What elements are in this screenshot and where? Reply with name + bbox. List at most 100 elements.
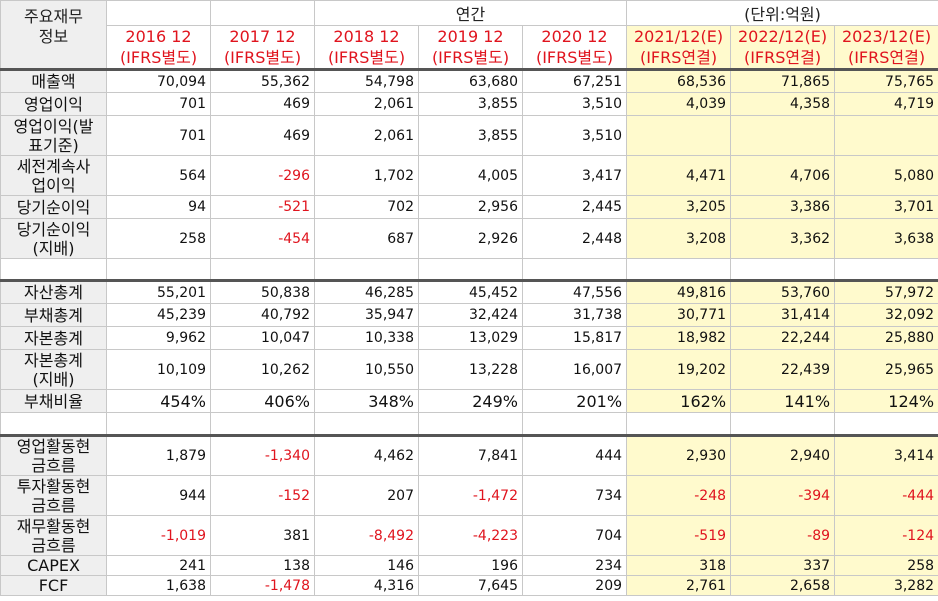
row-label: 투자활동현 금흐름 — [0, 475, 107, 516]
value-cell: 348% — [314, 389, 419, 413]
column-header-period: 2019 12 — [437, 27, 504, 46]
spacer-cell — [314, 258, 419, 281]
value-cell: 22,439 — [730, 349, 836, 390]
table-row: 자본총계 9,962 10,047 10,338 13,029 15,817 18,982 2… — [0, 326, 938, 350]
column-header: 2023/12(E) (IFRS연결) — [834, 25, 938, 71]
value-cell: 4,005 — [418, 155, 523, 196]
value-cell: 35,947 — [314, 303, 419, 327]
value-cell: -152 — [210, 475, 315, 516]
row-label-line: 영업활동현 — [16, 437, 91, 457]
value-cell: 3,208 — [626, 218, 732, 259]
column-header-period: 2023/12(E) — [842, 27, 932, 46]
value-cell: -1,340 — [210, 434, 315, 476]
value-cell: 241 — [106, 555, 211, 576]
row-label-line: 재무활동현 — [16, 516, 91, 536]
value-cell: 234 — [521, 555, 628, 576]
value-cell: 13,029 — [418, 326, 523, 350]
row-label-line: 영업이익(발 — [13, 116, 94, 136]
value-cell: 4,462 — [314, 434, 419, 476]
value-cell: 75,765 — [834, 69, 938, 93]
value-cell: 406% — [210, 389, 315, 413]
header-row-top: 주요재무 정보 연간 (단위:억원) — [0, 0, 938, 71]
row-label: 당기순이익 (지배) — [0, 218, 107, 259]
value-cell: 30,771 — [626, 303, 732, 327]
value-cell: 50,838 — [210, 279, 315, 304]
header-spacer — [106, 0, 211, 26]
row-label: 부채비율 — [0, 389, 107, 413]
table-row: 영업이익(발 표기준) 701 469 2,061 3,855 3,510 — [0, 115, 938, 156]
column-header-period: 2021/12(E) — [634, 27, 724, 46]
row-label-line: 표기준) — [28, 135, 79, 155]
row-label — [0, 412, 107, 436]
value-cell: 4,471 — [626, 155, 732, 196]
value-cell: 2,061 — [314, 115, 419, 156]
value-cell: 704 — [521, 515, 628, 556]
column-header-period: 2017 12 — [229, 27, 296, 46]
value-cell: 337 — [730, 555, 836, 576]
row-label: 매출액 — [0, 69, 107, 93]
value-cell: 10,262 — [210, 349, 315, 390]
value-cell: 3,701 — [834, 195, 938, 219]
value-cell: 4,039 — [626, 92, 732, 116]
value-cell: 94 — [106, 195, 211, 219]
column-header-basis: (IFRS별도) — [223, 48, 302, 67]
table-row: 당기순이익 94 -521 702 2,956 2,445 3,205 3,386 3,701 — [0, 195, 938, 219]
row-label-line: (지배) — [32, 238, 75, 258]
column-header-period: 2018 12 — [333, 27, 400, 46]
row-label: 자본총계 (지배) — [0, 349, 107, 390]
value-cell: -296 — [210, 155, 315, 196]
value-cell: 16,007 — [521, 349, 628, 390]
value-cell: 70,094 — [106, 69, 211, 93]
value-cell: 9,962 — [106, 326, 211, 350]
corner-header: 주요재무 정보 — [0, 0, 107, 71]
corner-header-line: 정보 — [38, 27, 69, 46]
value-cell: 3,282 — [834, 575, 938, 596]
row-label: 재무활동현 금흐름 — [0, 515, 107, 556]
column-header: 2022/12(E) (IFRS연결) — [730, 25, 836, 71]
value-cell: 141% — [730, 389, 836, 413]
table-row: 영업이익 701 469 2,061 3,855 3,510 4,039 4,358 4,719 — [0, 92, 938, 116]
value-cell: 32,092 — [834, 303, 938, 327]
value-cell: 2,658 — [730, 575, 836, 596]
column-header-basis: (IFRS연결) — [847, 48, 926, 67]
table-row: 자본총계 (지배) 10,109 10,262 10,550 13,228 16,007 19… — [0, 349, 938, 390]
annual-group-title: 연간 — [313, 0, 628, 26]
value-cell: -4,223 — [418, 515, 523, 556]
value-cell: 4,719 — [834, 92, 938, 116]
value-cell: 381 — [210, 515, 315, 556]
value-cell: 1,638 — [106, 575, 211, 596]
row-label-line: FCF — [38, 576, 69, 595]
value-cell: 10,047 — [210, 326, 315, 350]
value-cell: 55,201 — [106, 279, 211, 304]
value-cell: 57,972 — [834, 279, 938, 304]
spacer-row — [0, 258, 938, 281]
value-cell: 469 — [210, 92, 315, 116]
spacer-cell — [521, 412, 628, 436]
value-cell: -8,492 — [314, 515, 419, 556]
value-cell: 469 — [210, 115, 315, 156]
value-cell: 207 — [314, 475, 419, 516]
header-spacer — [210, 0, 315, 26]
table-row: 부채총계 45,239 40,792 35,947 32,424 31,738 30,771… — [0, 303, 938, 327]
value-cell: 3,362 — [730, 218, 836, 259]
table-row: CAPEX 241 138 146 196 234 318 337 258 — [0, 555, 938, 576]
value-cell: 138 — [210, 555, 315, 576]
row-label-line: 당기순이익 — [16, 197, 91, 217]
row-label-line: 금흐름 — [31, 456, 76, 475]
table-row: 당기순이익 (지배) 258 -454 687 2,926 2,448 3,208 3,362 3… — [0, 218, 938, 259]
spacer-cell — [521, 258, 628, 281]
row-label — [0, 258, 107, 281]
value-cell: 3,205 — [626, 195, 732, 219]
row-label-line: 세전계속사 — [16, 156, 91, 176]
spacer-cell — [210, 258, 315, 281]
row-label: 영업이익 — [0, 92, 107, 116]
table-header: 주요재무 정보 연간 (단위:억원) 2016 12 (IFRS별도) 2017 1… — [0, 0, 938, 71]
column-header: 2017 12 (IFRS별도) — [210, 25, 315, 71]
column-header-basis: (IFRS별도) — [431, 48, 510, 67]
row-label-line: 자본총계 — [24, 328, 83, 348]
value-cell: 13,228 — [418, 349, 523, 390]
value-cell: 3,855 — [418, 115, 523, 156]
value-cell: 2,448 — [521, 218, 628, 259]
row-label-line: CAPEX — [27, 556, 80, 575]
